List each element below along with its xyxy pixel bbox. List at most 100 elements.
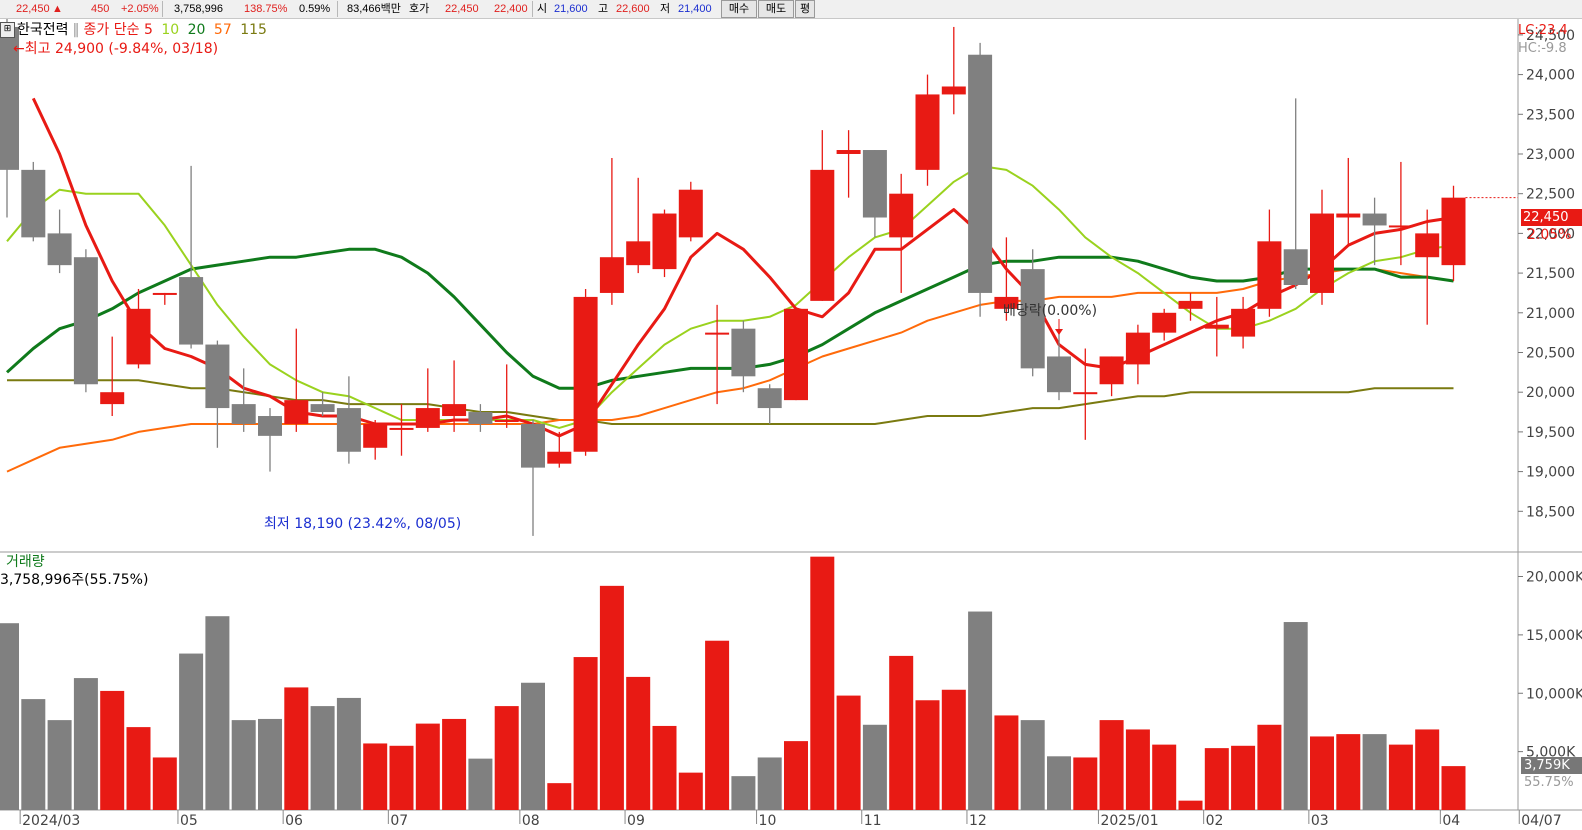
lc-value: LC:23.4 xyxy=(1518,23,1568,38)
low-price: 21,400 xyxy=(678,3,712,15)
candle-body xyxy=(941,86,966,95)
turnover-rate: 0.59% xyxy=(299,3,331,15)
candlesticks xyxy=(0,19,1466,536)
volume-bar xyxy=(810,556,835,810)
candle-body xyxy=(179,277,204,345)
volume-bar xyxy=(415,723,440,810)
divider xyxy=(532,1,533,17)
volume-bar xyxy=(126,727,151,810)
volume-bar xyxy=(1231,745,1256,810)
candle-body xyxy=(836,150,861,154)
collapse-toggle-icon[interactable]: ⊞ xyxy=(0,22,15,38)
volume-bar xyxy=(731,776,756,810)
volume-bar xyxy=(179,653,204,810)
stock-chart[interactable]: 24,500 24,000 23,500 23,000 22,500 22,000 21,5… xyxy=(0,19,1582,830)
candle-body xyxy=(205,344,230,409)
price-change-pct: +2.05% xyxy=(121,3,159,15)
quote-bar: 22,450 ▲ 450 +2.05% 3,758,996 138.75% 0.… xyxy=(0,0,1582,19)
volume-bar xyxy=(284,687,309,810)
dividend-marker-icon xyxy=(1055,329,1063,335)
date-tick-label: 2025/01 xyxy=(1100,813,1158,829)
volume-title: 거래량 xyxy=(6,554,45,570)
price-tick-label: 19,500 xyxy=(1526,425,1575,441)
date-tick-label: 11 xyxy=(864,813,882,829)
candle-body xyxy=(1152,312,1177,333)
up-arrow-icon: ▲ xyxy=(52,3,63,15)
date-tick-label: 08 xyxy=(522,813,540,829)
divider xyxy=(337,1,338,17)
legend-separator-icon: ‖ xyxy=(72,22,80,38)
volume-bar xyxy=(1125,729,1150,810)
volume-bar xyxy=(205,616,230,810)
price-tick-label: 22,500 xyxy=(1526,187,1575,203)
volume-ratio: 138.75% xyxy=(244,3,288,15)
date-tick-label: 12 xyxy=(969,813,987,829)
candle-body xyxy=(1257,241,1282,309)
trade-amount: 83,466백만 xyxy=(347,3,401,15)
candle-body xyxy=(415,408,440,428)
volume-bar xyxy=(1336,734,1361,810)
candle-body xyxy=(126,308,151,365)
volume-tick-label: 5,000K xyxy=(1526,745,1576,761)
candle-body xyxy=(363,423,388,448)
candle-body xyxy=(626,241,651,266)
volume-bar xyxy=(494,706,519,810)
volume-bar xyxy=(1257,724,1282,810)
candle-body xyxy=(521,423,545,468)
volume-bar xyxy=(705,640,730,810)
candle-body xyxy=(389,427,414,430)
volume-current-tag: 3,759K xyxy=(1521,757,1582,774)
price-tick-label: 18,500 xyxy=(1526,504,1575,520)
price-tick-label: 24,500 xyxy=(1526,28,1575,44)
price-tick-label: 21,500 xyxy=(1526,266,1575,282)
ma-period-10: 10 xyxy=(161,22,180,38)
candle-body xyxy=(0,26,19,170)
candle-body xyxy=(547,451,572,464)
volume-bar xyxy=(1441,766,1466,810)
avg-button[interactable]: 평 xyxy=(795,0,815,18)
date-tick-label: 02 xyxy=(1206,813,1224,829)
chart-legend: ⊞ 한국전력 ‖ 종가 단순 5 10 20 57 115 xyxy=(0,22,267,39)
volume-bar xyxy=(547,783,572,810)
price-tick-label: 19,000 xyxy=(1526,465,1575,481)
candle-body xyxy=(678,189,703,238)
volume-bar xyxy=(1073,757,1098,810)
candle-body xyxy=(1362,213,1387,226)
volume-bar xyxy=(1047,756,1071,810)
volume-bars xyxy=(0,556,1466,810)
ma-line-20 xyxy=(5,247,1454,390)
volume-bar xyxy=(0,623,19,810)
volume-bar xyxy=(757,757,782,810)
high-price: 22,600 xyxy=(616,3,650,15)
close-ma-label: 종가 단순 xyxy=(83,22,140,38)
price-tick-label: 23,500 xyxy=(1526,107,1575,123)
volume-bar xyxy=(626,676,651,810)
candle-body xyxy=(1388,225,1413,228)
date-tick-label: 03 xyxy=(1311,813,1329,829)
volume-bar xyxy=(389,745,414,810)
candle-body xyxy=(310,404,335,413)
current-price-pct: 2.05% xyxy=(1527,227,1572,243)
high-annotation: ←최고 24,900 (-9.84%, 03/18) xyxy=(13,41,219,57)
low-label: 저 xyxy=(660,3,671,15)
candle-body xyxy=(652,213,677,270)
volume-bar xyxy=(21,699,46,810)
volume-bar xyxy=(1152,744,1177,810)
dividend-annotation: 배당락(0.00%) xyxy=(1003,303,1098,319)
date-tick-label: 2024/03 xyxy=(22,813,80,829)
date-tick-label: 04/07 xyxy=(1521,813,1561,829)
sell-button[interactable]: 매도 xyxy=(758,0,794,18)
buy-button[interactable]: 매수 xyxy=(721,0,757,18)
date-tick-label: 06 xyxy=(285,813,303,829)
candle-body xyxy=(21,169,46,238)
hoga-ask: 22,450 xyxy=(445,3,479,15)
volume-bar xyxy=(468,758,493,810)
volume-bar xyxy=(678,772,703,810)
candle-body xyxy=(599,257,624,293)
price-tick-label: 22,000 xyxy=(1526,226,1575,242)
volume-bar xyxy=(1283,622,1308,810)
volume-bar xyxy=(152,757,177,810)
volume-current-value: 3,758,996주(55.75%) xyxy=(0,572,149,588)
candle-body xyxy=(494,419,519,422)
candle-body xyxy=(1336,213,1361,218)
